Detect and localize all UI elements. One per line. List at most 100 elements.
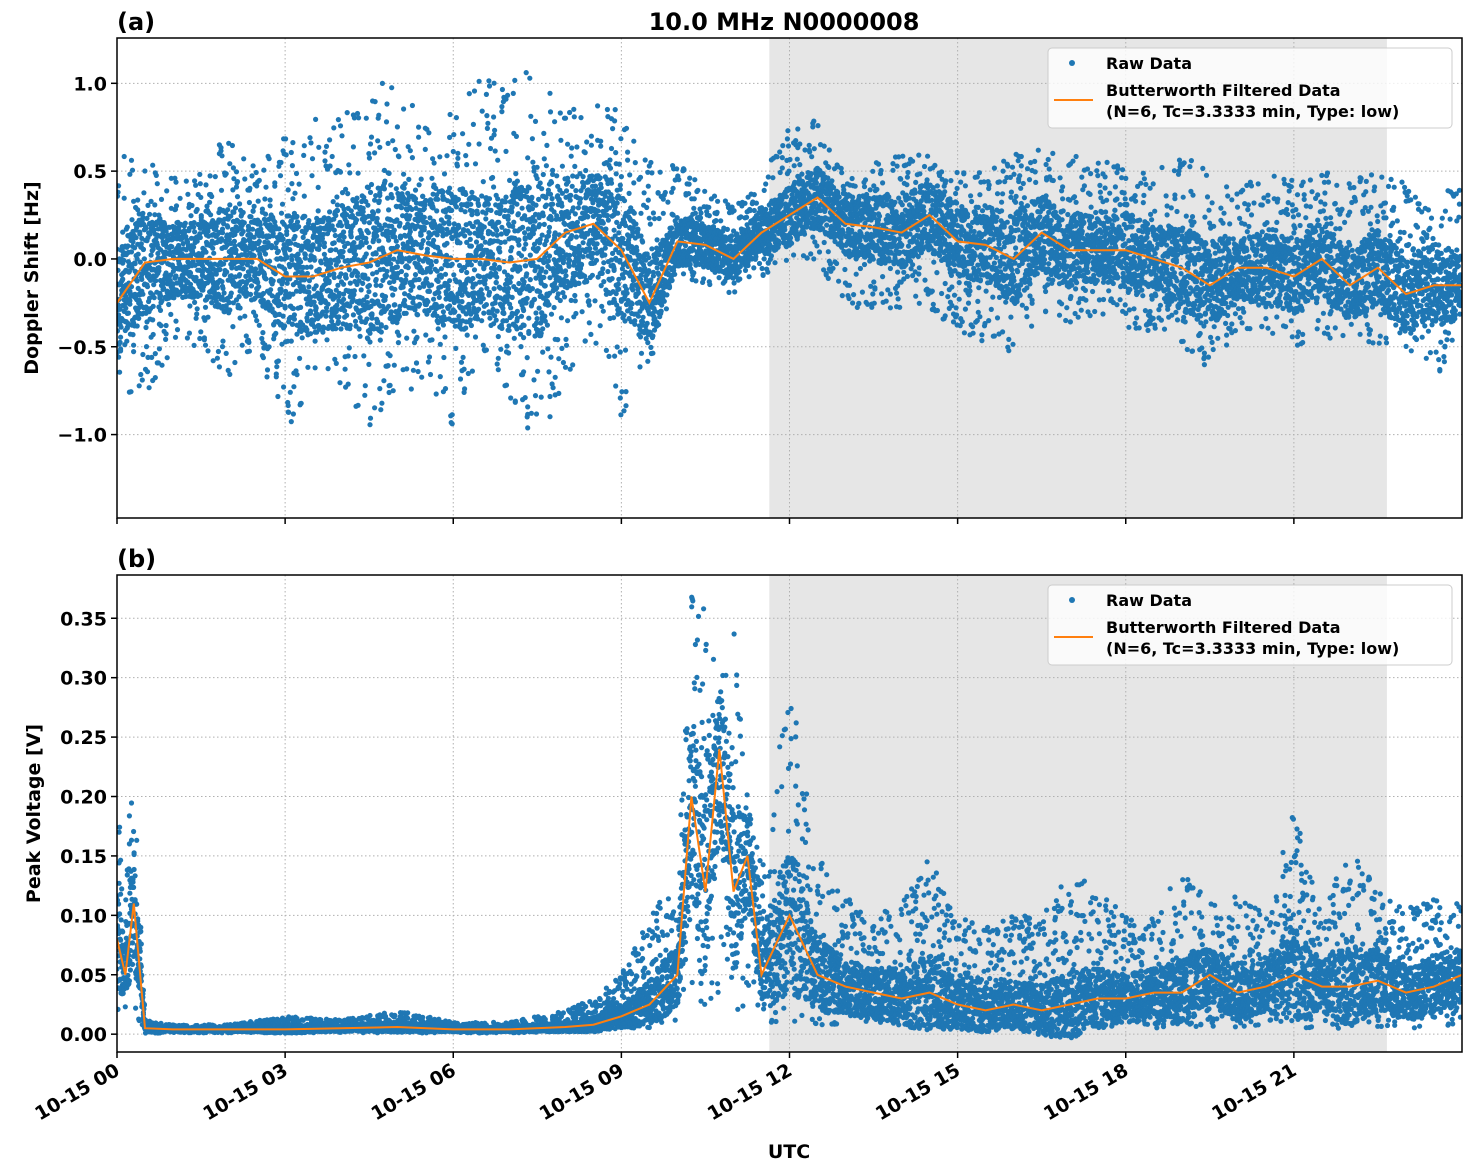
raw-data-point: [483, 302, 489, 308]
raw-data-point: [604, 106, 611, 113]
raw-data-point: [475, 316, 481, 322]
raw-data-point: [645, 340, 651, 346]
raw-data-point: [522, 230, 528, 236]
raw-data-point: [365, 230, 371, 236]
raw-data-point: [444, 226, 450, 232]
raw-data-point: [382, 178, 388, 184]
raw-data-point: [490, 231, 496, 237]
raw-data-point: [537, 222, 543, 228]
raw-data-point: [159, 298, 165, 304]
raw-data-point: [278, 288, 284, 294]
raw-data-point: [664, 292, 670, 298]
raw-data-point: [426, 354, 433, 360]
raw-data-point: [352, 353, 358, 360]
raw-data-point: [355, 170, 361, 176]
raw-data-point: [724, 226, 731, 232]
raw-data-point: [456, 313, 462, 319]
raw-data-point: [407, 148, 413, 154]
raw-data-point: [387, 382, 393, 388]
raw-data-point: [511, 335, 517, 341]
raw-data-point: [403, 272, 409, 278]
raw-data-point: [431, 160, 437, 166]
raw-data-point: [446, 215, 452, 221]
raw-data-point: [440, 322, 446, 328]
raw-data-point: [578, 262, 585, 268]
raw-data-point: [307, 135, 313, 141]
raw-data-point: [451, 272, 457, 278]
raw-data-point: [746, 274, 752, 280]
raw-data-point: [193, 274, 199, 281]
raw-data-point: [233, 169, 240, 175]
raw-data-point: [387, 256, 393, 262]
raw-data-point: [468, 201, 474, 207]
raw-data-point: [435, 278, 441, 284]
raw-data-point: [301, 193, 307, 199]
raw-data-point: [650, 350, 656, 356]
raw-data-point: [495, 196, 501, 202]
raw-data-point: [281, 384, 287, 390]
raw-data-point: [367, 415, 374, 421]
raw-data-point: [471, 267, 478, 273]
raw-data-point: [287, 276, 293, 282]
raw-data-point: [404, 335, 410, 341]
raw-data-point: [132, 261, 138, 267]
raw-data-point: [173, 273, 179, 279]
raw-data-point: [546, 253, 553, 259]
raw-data-point: [612, 353, 618, 359]
raw-data-point: [283, 136, 289, 142]
raw-data-point: [285, 187, 291, 193]
raw-data-point: [209, 193, 215, 200]
raw-data-point: [164, 188, 170, 194]
raw-data-point: [473, 297, 480, 304]
raw-data-point: [241, 220, 247, 226]
raw-data-point: [602, 245, 608, 251]
raw-data-point: [325, 366, 331, 372]
raw-data-point: [334, 202, 340, 208]
raw-data-point: [509, 245, 515, 251]
raw-data-point: [344, 312, 350, 318]
raw-data-point: [508, 305, 514, 311]
raw-data-point: [499, 224, 505, 230]
raw-data-point: [305, 364, 311, 370]
raw-data-point: [198, 213, 204, 219]
raw-data-point: [492, 313, 498, 319]
raw-data-point: [542, 313, 548, 319]
raw-data-point: [476, 202, 482, 208]
raw-data-point: [335, 117, 341, 123]
raw-data-point: [327, 163, 333, 169]
raw-data-point: [509, 209, 515, 215]
raw-data-point: [313, 283, 319, 289]
raw-data-point: [350, 312, 356, 318]
raw-data-point: [650, 333, 656, 339]
raw-data-point: [726, 289, 732, 295]
raw-data-point: [320, 231, 326, 237]
raw-data-point: [385, 195, 391, 201]
raw-data-point: [635, 226, 641, 232]
raw-data-point: [227, 161, 233, 167]
raw-data-point: [611, 227, 617, 233]
raw-data-point: [153, 172, 159, 178]
raw-data-point: [375, 319, 381, 325]
raw-data-point: [481, 224, 487, 230]
raw-data-point: [545, 258, 552, 264]
raw-data-point: [220, 285, 226, 291]
raw-data-point: [361, 219, 367, 225]
raw-data-point: [394, 124, 400, 130]
raw-data-point: [435, 244, 441, 250]
raw-data-point: [249, 226, 256, 232]
raw-data-point: [367, 339, 373, 345]
raw-data-point: [197, 335, 203, 342]
raw-data-point: [640, 319, 646, 325]
raw-data-point: [548, 311, 555, 317]
raw-data-point: [496, 219, 502, 225]
raw-data-point: [124, 338, 130, 344]
raw-data-point: [514, 201, 520, 207]
raw-data-point: [219, 344, 226, 350]
raw-data-point: [290, 411, 296, 417]
raw-data-point: [405, 144, 411, 150]
raw-data-point: [273, 374, 279, 380]
raw-data-point: [503, 194, 509, 200]
raw-data-point: [495, 333, 501, 340]
raw-data-point: [492, 148, 498, 154]
raw-data-point: [687, 175, 693, 181]
